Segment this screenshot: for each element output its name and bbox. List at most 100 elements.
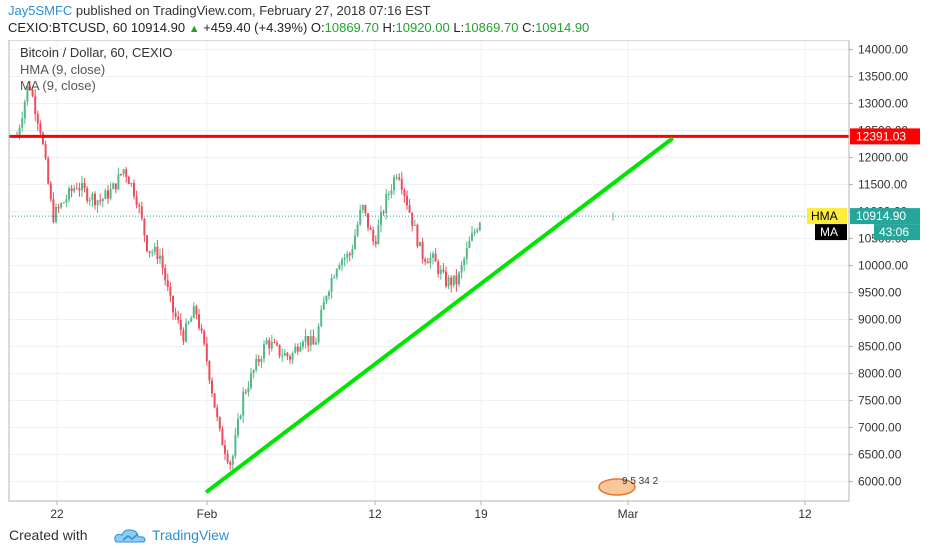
candle-body (68, 188, 70, 200)
x-tick-label: 19 (474, 507, 488, 520)
candle-body (309, 336, 312, 346)
candle-body (268, 340, 271, 349)
candle-layer (16, 81, 614, 471)
candle-body (351, 249, 354, 256)
open-value: 10869.70 (324, 20, 379, 35)
resistance-price-badge (850, 128, 920, 145)
candle-body (471, 233, 473, 241)
candle-body (382, 211, 385, 213)
y-tick-label: 6500.00 (858, 448, 902, 462)
candle-body (226, 453, 229, 463)
candle-body (455, 275, 458, 285)
candle-body (341, 259, 343, 266)
created-with-text: Created with (9, 527, 88, 543)
y-tick-label: 6000.00 (858, 475, 902, 489)
candle-body (247, 387, 250, 393)
candle-body (307, 336, 310, 346)
author-link[interactable]: Jay5SMFC (8, 3, 73, 18)
candle-body (231, 455, 234, 465)
candle-body (224, 445, 226, 454)
candle-body (114, 183, 117, 190)
candle-body (291, 352, 294, 360)
candle-body (273, 341, 276, 343)
candle-body (135, 196, 138, 205)
candle-body (465, 248, 468, 259)
candle-body (343, 257, 346, 260)
events-flag-icon (598, 478, 636, 496)
candle-body (107, 190, 109, 199)
candle-body (439, 269, 442, 274)
current-price-label: 10914.90 (856, 209, 906, 223)
events-icon[interactable]: 9 5 34 2 (598, 476, 659, 496)
candle-body (203, 330, 206, 344)
x-tick-label: Mar (618, 507, 639, 520)
candle-body (364, 205, 367, 213)
candle-body (265, 340, 268, 345)
candle-body (270, 341, 273, 349)
candle-body (213, 393, 216, 408)
candle-body (257, 358, 260, 362)
legend-ma[interactable]: MA (9, close) (20, 78, 96, 93)
candle-body (317, 326, 320, 343)
y-tick-label: 12000.00 (858, 151, 908, 165)
candle-body (29, 86, 31, 91)
candle-body (239, 415, 242, 419)
candle-body (198, 314, 200, 329)
y-tick-label: 8000.00 (858, 367, 902, 381)
candle-body (81, 182, 83, 191)
candle-body (380, 211, 382, 226)
candle-body (190, 318, 193, 322)
candle-body (252, 370, 255, 374)
candle-body (23, 101, 26, 119)
candle-body (450, 277, 453, 286)
candle-body (117, 174, 120, 190)
legend-hma[interactable]: HMA (9, close) (20, 62, 105, 77)
hma-badge-label: HMA (811, 209, 838, 223)
candle-body (421, 241, 424, 259)
price-chart[interactable]: 6000.00 6500.00 7000.00 7500.00 8000.00 8500.… (0, 39, 932, 521)
candle-body (52, 199, 55, 222)
candle-body (86, 188, 89, 201)
candle-body (122, 169, 125, 175)
candle-body (133, 183, 135, 197)
candle-body (73, 188, 76, 192)
price-badges: 12391.03 10914.90 43:06 HMA MA (807, 128, 920, 241)
tradingview-brand[interactable]: TradingView (152, 527, 230, 543)
candle-body (460, 265, 463, 273)
candle-body (75, 188, 78, 190)
candle-body (112, 183, 115, 190)
candle-body (244, 391, 247, 393)
candle-body (478, 222, 481, 231)
candle-body (36, 113, 39, 124)
candle-body (62, 202, 65, 204)
current-price-badge (850, 208, 920, 225)
candle-body (216, 407, 219, 418)
candle-body (83, 182, 86, 189)
candle-body (169, 286, 172, 296)
candle-body (104, 190, 107, 199)
candle-body (200, 328, 203, 331)
footer: Created with TradingView (0, 520, 932, 550)
candle-body (416, 224, 419, 247)
candle-body (221, 428, 224, 446)
candle-body (211, 380, 213, 394)
candle-body (229, 462, 232, 465)
candle-body (463, 258, 466, 266)
y-tick-label: 9500.00 (858, 286, 902, 300)
close-value: 10914.90 (535, 20, 590, 35)
candle-body (278, 344, 281, 356)
y-tick-label: 7500.00 (858, 394, 902, 408)
chart-area[interactable]: 6000.00 6500.00 7000.00 7500.00 8000.00 8500.… (0, 39, 932, 521)
events-count: 9 5 34 2 (622, 476, 659, 487)
candle-body (286, 353, 289, 357)
candle-body (49, 183, 52, 200)
candle-body (237, 418, 239, 436)
candle-body (348, 253, 351, 256)
candle-body (333, 277, 336, 279)
candle-body (424, 258, 427, 262)
candle-body (88, 199, 91, 201)
candle-body (26, 86, 29, 102)
candle-body (294, 346, 297, 353)
high-label: H: (382, 20, 396, 35)
candle-body (34, 96, 37, 114)
